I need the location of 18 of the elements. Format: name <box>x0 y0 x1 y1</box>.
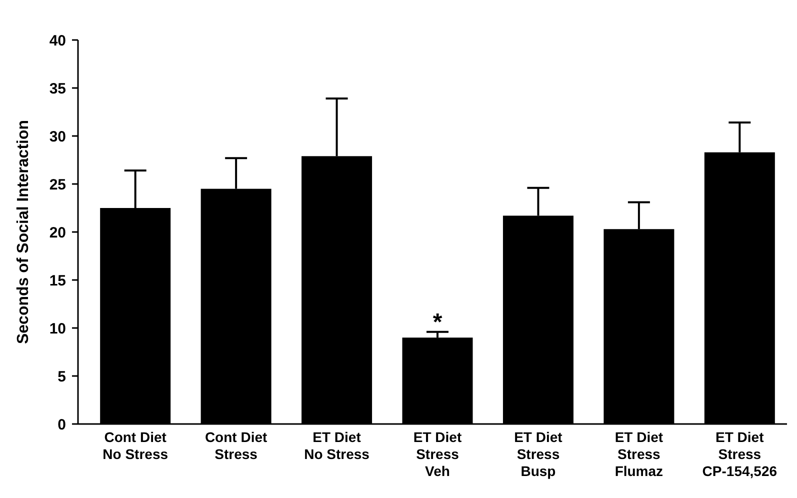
x-tick-label: ET Diet Stress Flumaz <box>614 429 664 479</box>
y-tick-label: 10 <box>49 320 66 338</box>
x-tick-label: ET Diet Stress Veh <box>413 429 462 479</box>
y-tick-label: 40 <box>49 32 66 50</box>
x-tick-label: Cont Diet No Stress <box>102 429 168 462</box>
y-tick-label: 5 <box>58 368 66 386</box>
y-tick-label: 25 <box>49 176 66 194</box>
y-tick-label: 30 <box>49 128 66 146</box>
x-tick-label: ET Diet Stress Busp <box>514 429 563 479</box>
x-tick-label: Cont Diet Stress <box>204 429 268 462</box>
y-tick-label: 15 <box>49 272 66 290</box>
x-tick-label: ET Diet No Stress <box>304 429 370 462</box>
y-tick-label: 20 <box>49 224 66 242</box>
y-tick-label: 35 <box>49 80 66 98</box>
x-tick-label: ET Diet Stress CP-154,526 <box>702 429 778 479</box>
y-axis-title: Seconds of Social Interaction <box>15 120 32 344</box>
y-tick-label: 0 <box>58 416 66 434</box>
annotation: * <box>432 308 443 336</box>
